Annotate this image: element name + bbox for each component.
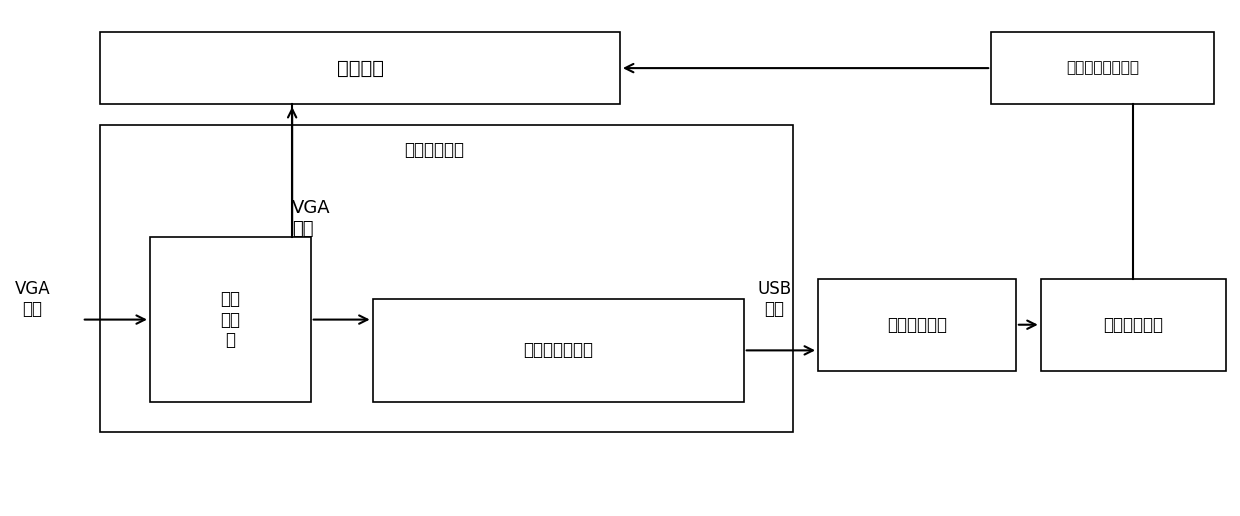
Bar	[1040, 279, 1226, 371]
Text: 设备自动控制模块: 设备自动控制模块	[1066, 60, 1140, 76]
Bar	[372, 299, 744, 401]
Text: 信号分析转换器: 信号分析转换器	[523, 342, 593, 359]
Text: 字符识别装置: 字符识别装置	[887, 316, 947, 334]
Bar	[991, 32, 1214, 104]
Bar	[818, 279, 1016, 371]
Text: 信号
复制
器: 信号 复制 器	[221, 290, 241, 349]
Bar	[150, 237, 311, 401]
Bar	[100, 32, 620, 104]
Text: VGA
信号: VGA 信号	[293, 199, 331, 238]
Bar	[100, 124, 794, 432]
Text: 牛成设备: 牛成设备	[337, 59, 383, 77]
Text: 信息分析装置: 信息分析装置	[404, 141, 465, 159]
Text: USB
信号: USB 信号	[758, 280, 791, 318]
Text: 数据判断装置: 数据判断装置	[1104, 316, 1163, 334]
Text: VGA
信号: VGA 信号	[15, 280, 50, 318]
